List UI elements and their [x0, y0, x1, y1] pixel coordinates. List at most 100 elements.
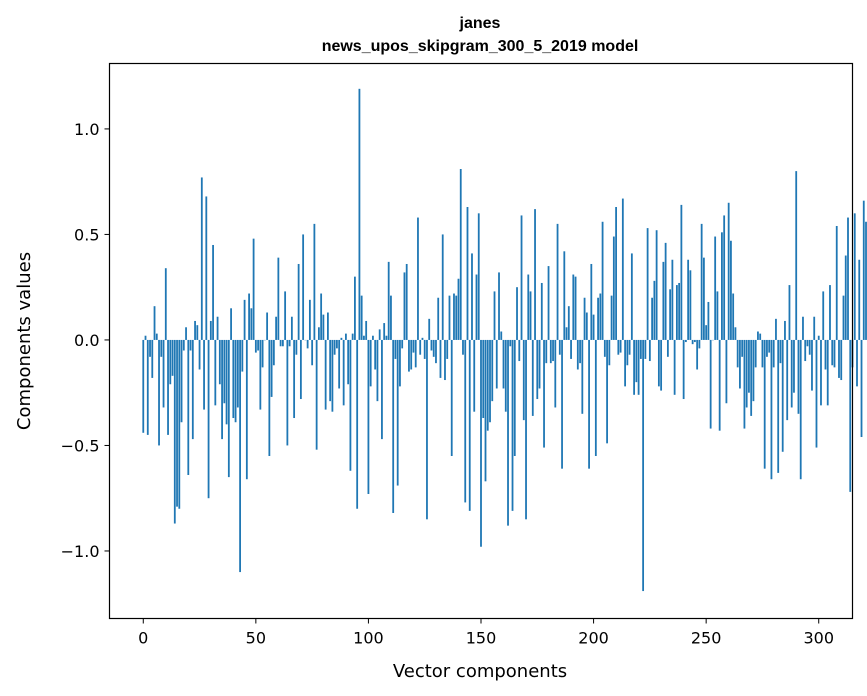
bar — [617, 339, 620, 355]
bar — [187, 339, 190, 475]
bar — [567, 306, 570, 340]
bar — [775, 318, 777, 340]
bar — [252, 238, 255, 340]
bar — [793, 339, 795, 393]
bar — [538, 339, 541, 389]
bar — [363, 335, 365, 340]
bar — [385, 335, 388, 340]
x-tick-label: 150 — [466, 629, 497, 648]
y-axis-label: Components values — [14, 252, 35, 430]
bar — [191, 339, 194, 440]
bar — [261, 339, 264, 368]
bar — [194, 320, 196, 340]
bar — [392, 339, 395, 513]
bar — [732, 293, 735, 340]
bar — [230, 308, 232, 340]
bar — [565, 327, 568, 340]
bar — [833, 339, 836, 368]
bar — [221, 339, 223, 440]
bar — [223, 339, 226, 404]
bar — [153, 306, 156, 340]
bar — [606, 339, 608, 444]
bar — [536, 339, 539, 400]
bar — [399, 339, 401, 387]
bar — [808, 339, 811, 355]
bar — [741, 339, 744, 357]
bar — [513, 339, 516, 456]
bar — [277, 257, 280, 340]
bar — [739, 339, 741, 389]
bar — [489, 339, 491, 423]
bar — [592, 314, 595, 340]
bar — [421, 337, 424, 340]
chart-title-line1: janes — [459, 15, 501, 32]
bar — [594, 339, 597, 456]
bar — [723, 215, 726, 340]
bar — [281, 339, 284, 347]
bar — [414, 339, 417, 368]
bar — [583, 297, 586, 340]
bar — [540, 282, 543, 340]
bar — [423, 339, 426, 359]
bar — [317, 327, 320, 340]
bar — [612, 236, 615, 340]
bar — [601, 221, 604, 340]
bar — [495, 339, 498, 389]
bar — [209, 320, 212, 340]
bar — [664, 242, 667, 340]
bar — [509, 339, 512, 347]
bar — [250, 308, 253, 340]
bar — [450, 339, 453, 456]
bar — [826, 339, 829, 406]
bar — [288, 339, 291, 347]
bar — [149, 339, 151, 357]
bar — [693, 339, 696, 343]
bar — [327, 312, 329, 340]
bar — [705, 325, 708, 340]
bar — [829, 285, 831, 340]
bar — [822, 291, 825, 340]
bar — [218, 339, 221, 385]
bar — [608, 339, 611, 366]
bar — [257, 339, 259, 351]
bar — [464, 339, 467, 503]
bar — [345, 333, 347, 340]
bar — [169, 339, 172, 385]
bar — [453, 293, 455, 340]
bar — [268, 339, 271, 456]
bar — [703, 257, 705, 340]
bar — [673, 339, 676, 395]
bar — [144, 335, 147, 340]
bar — [558, 339, 561, 355]
bar — [626, 339, 629, 366]
bar — [182, 339, 185, 351]
bar — [811, 339, 813, 391]
bar — [520, 215, 523, 340]
bar — [396, 339, 399, 486]
bar — [412, 339, 415, 353]
bar — [367, 339, 370, 494]
bar — [419, 339, 422, 355]
bar — [408, 339, 410, 372]
bar — [734, 327, 737, 340]
bar — [669, 289, 672, 340]
bar — [390, 295, 392, 340]
bar — [556, 223, 559, 340]
bar — [603, 339, 606, 357]
bar — [682, 339, 685, 400]
bar — [336, 339, 338, 349]
bar — [297, 263, 300, 340]
bar — [299, 339, 302, 400]
bar — [410, 339, 413, 370]
bar — [844, 255, 847, 340]
bar — [684, 339, 687, 343]
bar — [207, 339, 210, 499]
bar — [531, 339, 534, 416]
bar — [471, 253, 473, 340]
bar — [387, 261, 390, 340]
bar — [813, 316, 816, 340]
bar — [784, 320, 786, 340]
bar — [502, 339, 505, 389]
bar — [714, 236, 717, 340]
